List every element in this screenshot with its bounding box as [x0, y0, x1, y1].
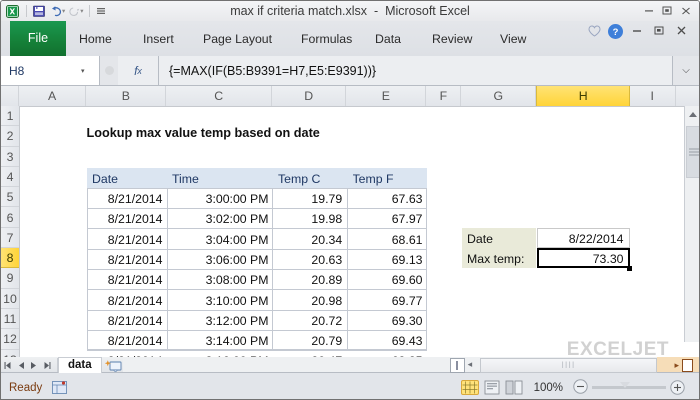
svg-text:?: ?	[613, 27, 619, 38]
